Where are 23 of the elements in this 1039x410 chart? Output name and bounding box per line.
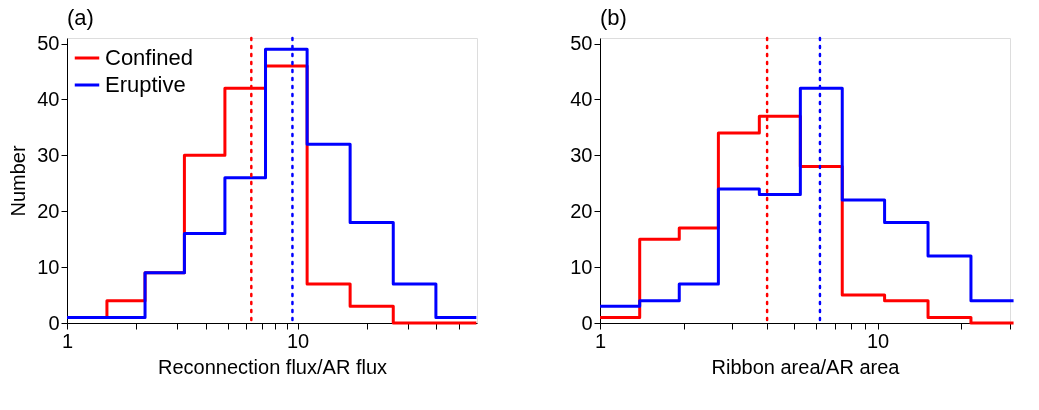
y-tick-label: 50 bbox=[570, 32, 593, 55]
y-tick-label: 50 bbox=[37, 32, 60, 55]
y-tick-label: 0 bbox=[48, 311, 60, 334]
legend-label: Eruptive bbox=[105, 72, 186, 97]
y-tick-label: 20 bbox=[570, 199, 593, 222]
legend-label: Confined bbox=[105, 45, 194, 70]
x-tick-label: 1 bbox=[594, 329, 607, 352]
chart-title: (a) bbox=[67, 4, 94, 30]
y-tick-label: 40 bbox=[570, 87, 593, 110]
chart-title: (b) bbox=[600, 4, 627, 30]
y-tick-label: 40 bbox=[37, 87, 60, 110]
x-axis-title: Reconnection flux/AR flux bbox=[157, 355, 388, 378]
y-tick-label: 30 bbox=[37, 143, 60, 166]
x-axis-title: Ribbon area/AR area bbox=[711, 355, 901, 378]
y-tick-label: 10 bbox=[570, 255, 593, 278]
y-tick-label: 20 bbox=[37, 199, 60, 222]
y-axis-title: Number bbox=[7, 145, 30, 217]
y-tick-label: 10 bbox=[37, 255, 60, 278]
y-tick-label: 0 bbox=[581, 311, 593, 334]
x-tick-label: 10 bbox=[866, 329, 890, 352]
y-tick-label: 30 bbox=[570, 143, 593, 166]
x-tick-label: 10 bbox=[286, 329, 310, 352]
x-tick-label: 1 bbox=[61, 329, 74, 352]
